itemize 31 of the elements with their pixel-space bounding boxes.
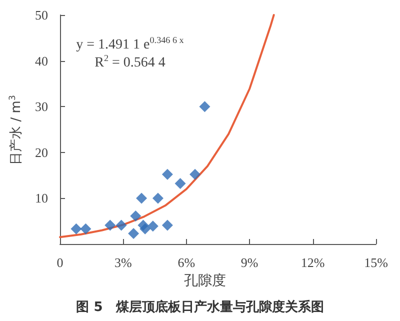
point (136, 192, 148, 204)
point (199, 101, 210, 112)
y-tick-label: 20 (35, 144, 48, 160)
x-tick-label: 9% (240, 255, 258, 270)
point (116, 220, 127, 231)
point (80, 223, 92, 234)
annotation: R$^{2}$ = 0.564 4 (94, 53, 166, 72)
point (162, 168, 173, 180)
point (174, 178, 186, 190)
y-tick-label: 10 (35, 190, 48, 206)
point (70, 223, 82, 234)
point (162, 220, 173, 231)
line-series (59, 14, 275, 238)
x-tick-label: 12% (300, 255, 325, 270)
x-tick-label: 3% (114, 255, 132, 270)
x-tick-label: 6% (178, 255, 196, 270)
x-axis-title: 孔隙度 (184, 272, 226, 290)
x-tick-label: 0 (56, 255, 64, 270)
y-tick-label: 50 (35, 8, 48, 22)
x-tick-label: 15% (364, 255, 388, 270)
y-tick-label: 40 (35, 53, 48, 68)
point (104, 220, 116, 231)
point (190, 168, 201, 180)
point (147, 220, 158, 232)
point (128, 228, 140, 239)
y-tick-label: 30 (35, 99, 48, 114)
point (140, 223, 151, 234)
point (152, 192, 164, 204)
text: 图 5 煤层顶底板日产水量与孔隙度关系图 (76, 299, 324, 315)
point (130, 210, 142, 222)
annotation: y = 1.491 1 e$^{0.346 6 x}$ (76, 35, 184, 54)
